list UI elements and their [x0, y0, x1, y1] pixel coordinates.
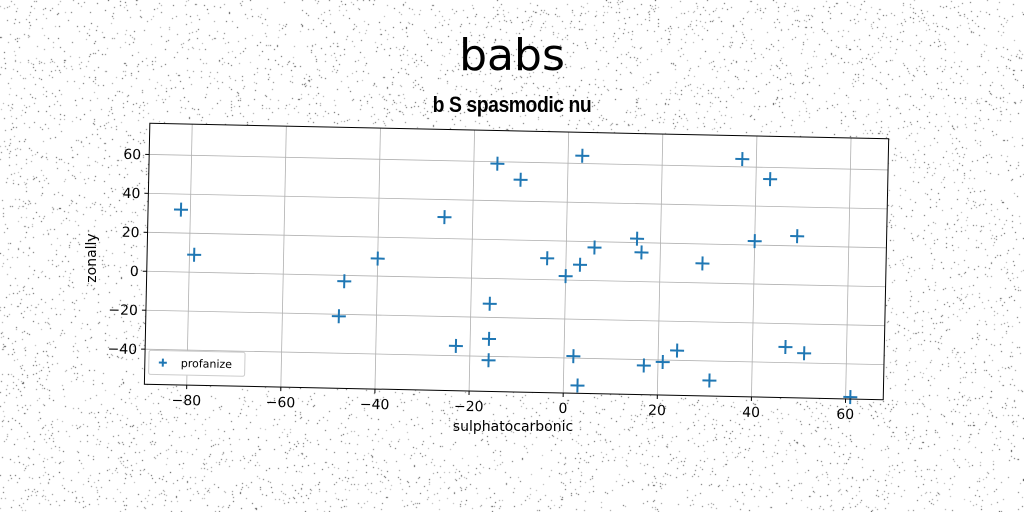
data-point — [573, 257, 588, 272]
legend: profanize — [148, 349, 246, 377]
grid-lines — [145, 124, 889, 399]
x-grid-line — [468, 130, 475, 392]
data-point — [735, 152, 750, 167]
chart-title: b S spasmodic nu — [432, 92, 592, 117]
data-point — [778, 339, 793, 355]
x-grid-line — [751, 135, 758, 397]
data-point — [173, 202, 189, 217]
data-point — [630, 231, 645, 246]
data-point — [490, 156, 505, 171]
x-tick-label: −60 — [266, 395, 296, 412]
y-grid-line — [149, 154, 889, 171]
x-tick-label: 0 — [558, 401, 567, 417]
data-point — [575, 148, 590, 163]
data-point — [636, 358, 651, 373]
y-tick-label: −40 — [107, 341, 137, 358]
y-tick-label: 60 — [123, 147, 141, 163]
data-point — [790, 229, 805, 244]
legend-label: profanize — [181, 357, 233, 371]
data-point — [587, 240, 602, 255]
x-grid-line — [562, 132, 570, 394]
y-tick-label: −20 — [108, 302, 138, 319]
data-point — [566, 349, 581, 364]
x-tick-label: 40 — [742, 405, 760, 421]
data-point — [337, 274, 352, 289]
data-point — [540, 251, 555, 266]
x-tick-label: 60 — [836, 407, 854, 423]
y-tick-label: 20 — [122, 225, 140, 241]
data-point — [513, 172, 528, 187]
data-point — [437, 210, 452, 225]
x-axis-label: sulphatocarbonic — [453, 419, 573, 435]
data-point — [448, 338, 463, 353]
plot-area: −80 −60 −40 −20 0 20 40 60 −40 −20 0 20 40 60 profani… — [107, 122, 890, 423]
data-point — [481, 353, 496, 368]
x-tick-label: −80 — [171, 393, 201, 410]
y-grid-line — [145, 348, 884, 366]
x-grid-line — [845, 137, 852, 399]
legend-box — [148, 349, 246, 377]
data-point — [747, 234, 762, 249]
y-grid-line — [145, 309, 885, 327]
data-point — [187, 247, 202, 262]
data-point — [570, 378, 585, 393]
data-points — [173, 148, 858, 405]
data-point — [797, 346, 812, 361]
data-point — [634, 245, 649, 260]
data-point — [702, 373, 717, 388]
x-grid-line — [656, 134, 664, 395]
y-tick-label: 40 — [122, 186, 140, 202]
data-point — [558, 269, 573, 284]
plot-frame — [143, 122, 890, 401]
y-grid-line — [146, 270, 886, 288]
data-point — [695, 256, 710, 271]
data-point — [763, 172, 778, 187]
data-point — [370, 251, 385, 266]
y-grid-line — [147, 231, 887, 249]
axis-ticks: −80 −60 −40 −20 0 20 40 60 −40 −20 0 20 40 60 — [107, 147, 854, 423]
data-point — [482, 296, 497, 311]
y-tick-label: 0 — [130, 264, 139, 280]
x-grid-line — [280, 126, 287, 388]
data-point — [331, 309, 346, 324]
y-axis-label: zonally — [84, 233, 100, 282]
data-point — [670, 343, 685, 358]
y-grid-line — [148, 192, 888, 210]
plot-background — [144, 123, 889, 400]
figure-suptitle: babs — [459, 30, 565, 81]
legend-marker — [158, 358, 167, 367]
x-tick-label: −40 — [360, 397, 390, 414]
x-tick-label: −20 — [454, 399, 484, 416]
data-point — [655, 354, 670, 369]
x-tick-label: 20 — [648, 403, 666, 419]
data-point — [843, 390, 858, 405]
data-point — [481, 331, 497, 346]
